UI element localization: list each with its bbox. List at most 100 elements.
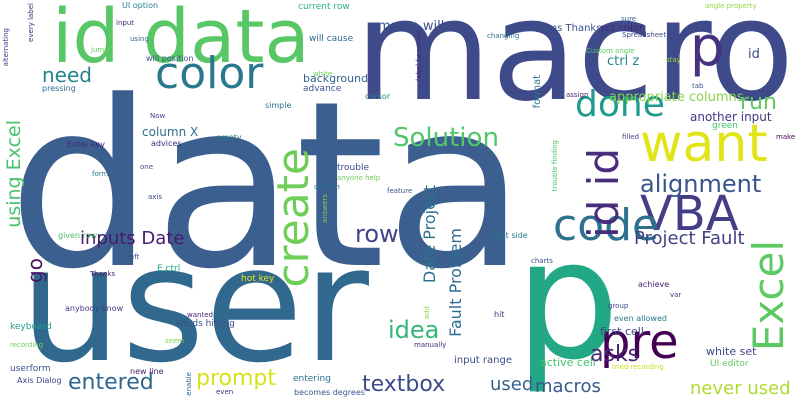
word-axis-91: axis (148, 193, 163, 201)
word-ctrl-z-36: ctrl z (607, 54, 640, 69)
word-angle-property-66: angle property (705, 2, 757, 10)
word-row-23: row (355, 220, 399, 248)
word-using-74: using (130, 35, 149, 43)
word-enable-114: enable (185, 372, 193, 396)
word-stay-87: stay (666, 56, 681, 64)
word-pressing-76: pressing (42, 84, 76, 93)
word-appropriate-columns-37: appropriate columns (609, 90, 744, 105)
word-advices-79: advices (151, 139, 182, 148)
word-becomes-degrees-62: becomes degrees (294, 388, 365, 397)
word-entering-54: entering (293, 374, 331, 384)
word-macro-2: macro (355, 0, 795, 133)
word-hit-103: hit (494, 310, 505, 319)
word-spreadsheet-68: Spreadsheet (622, 31, 667, 39)
word-format-47: format (532, 75, 543, 109)
word-using-excel-17: using Excel (3, 120, 25, 228)
word-anybody-know-109: anybody know (65, 304, 124, 313)
word-column-93: column (314, 183, 340, 191)
word-date-project-27: Date Project (420, 185, 439, 284)
word-custom-angle-67: Custom angle (586, 47, 635, 55)
word-first-cell-42: first cell (600, 325, 644, 338)
word-one-90: one (140, 163, 154, 171)
word-inputs-date-26: inputs Date (80, 228, 185, 249)
word-tab-82: tab (692, 82, 704, 90)
word-feature-95: feature (387, 187, 413, 195)
word-make-116: make (776, 133, 796, 141)
word-input-range-48: input range (454, 355, 512, 366)
word-pre-10: pre (600, 314, 679, 370)
word-even-allowed-102: even allowed (614, 314, 667, 323)
word-run-25: run (740, 90, 777, 115)
word-project-fault-29: Project Fault (634, 228, 745, 249)
word-current-row-44: current row (298, 2, 350, 12)
word-need-18: need (42, 63, 92, 87)
word-e-ctrl-57: E ctrl (157, 264, 181, 274)
word-macros-30: macros (535, 376, 601, 397)
word-will-position-75: will position (146, 54, 194, 63)
word-prompt-19: prompt (196, 366, 277, 391)
word-cursor-81: cursor (365, 92, 391, 101)
word-p-3: p (515, 204, 620, 396)
word-axis-dialog-61: Axis Dialog (17, 376, 62, 385)
word-used-31: used (490, 374, 534, 395)
word-x-111: X (216, 328, 221, 336)
word-seem-112: seem (165, 337, 185, 345)
word-ui-option-71: UI option (122, 1, 159, 10)
word-form-89: form (92, 170, 109, 178)
word-jump-73: jump (91, 46, 109, 54)
word-thanks-106: Thanks (90, 270, 116, 278)
word-user-1: user (20, 211, 369, 398)
word-code-11: code (553, 200, 660, 251)
word-answers-96: answers (321, 194, 329, 223)
word-another-input-38: another input (690, 110, 772, 124)
word-new-line-60: new line (130, 367, 164, 376)
word-textbox-20: textbox (362, 372, 446, 397)
word-manually-105: manually (414, 341, 447, 349)
word-background-40: background (303, 72, 369, 85)
word-advance-52: advance (303, 84, 342, 94)
word-column-x-39: column X (142, 125, 199, 139)
word-will-cause-51: will cause (309, 34, 354, 44)
word-recording-113: recording (10, 341, 44, 349)
word-now-78: Now (150, 112, 166, 120)
word-set-color-45: set color (600, 23, 644, 34)
word-every-label-64: every label (27, 3, 35, 42)
word-active-cell-43: active cell (540, 356, 596, 369)
word-white-set-41: white set (706, 345, 757, 358)
word-words-hitting-56: words hitting (176, 319, 235, 329)
word-alignment-16: alignment (640, 170, 762, 198)
word-label-becomes-65: label becomes (415, 30, 423, 81)
word-data-0: data (8, 53, 527, 320)
word-userforms-thanks-46: userforms Thanks (512, 23, 602, 34)
word-go-33: go (23, 258, 47, 283)
word-tried-recording-70: tried recording (612, 363, 664, 371)
word-even-115: even (216, 388, 234, 396)
word-alternating-63: alternating (2, 28, 10, 67)
word-excel-12: Excel (744, 240, 793, 352)
word-hot-key-55: hot key (241, 274, 275, 284)
word-anyone-help-94: anyone help (337, 174, 381, 182)
word-want-5: want (640, 114, 768, 174)
word-done-13: done (575, 84, 665, 125)
word-enter-key-88: Enter key (67, 140, 106, 149)
word-macro-will-34: macro will (378, 19, 445, 34)
word-charts-98: charts (531, 257, 553, 265)
word-asks-24: asks (590, 342, 640, 367)
word-create-9: create (268, 148, 319, 288)
word-trouble-53: trouble (337, 163, 369, 173)
word-left-108: left (128, 253, 140, 261)
word-ui-editor-49: UI editor (710, 359, 749, 369)
word-simple-80: simple (265, 101, 292, 110)
word-p-7: p (690, 15, 725, 78)
word-userform-59: userform (10, 364, 51, 374)
word-sure-86: sure (621, 15, 637, 23)
word-fault-problem-28: Fault Problem (446, 228, 465, 337)
word-never-used-32: never used (690, 378, 791, 399)
word-color-8: color (155, 48, 264, 99)
word-solution-15: Solution (393, 123, 499, 153)
word-entered-21: entered (68, 370, 154, 395)
word-trouble-finding-69: trouble finding (551, 140, 559, 192)
word-green-50: green (712, 121, 738, 131)
word-input-72: input (116, 19, 135, 27)
